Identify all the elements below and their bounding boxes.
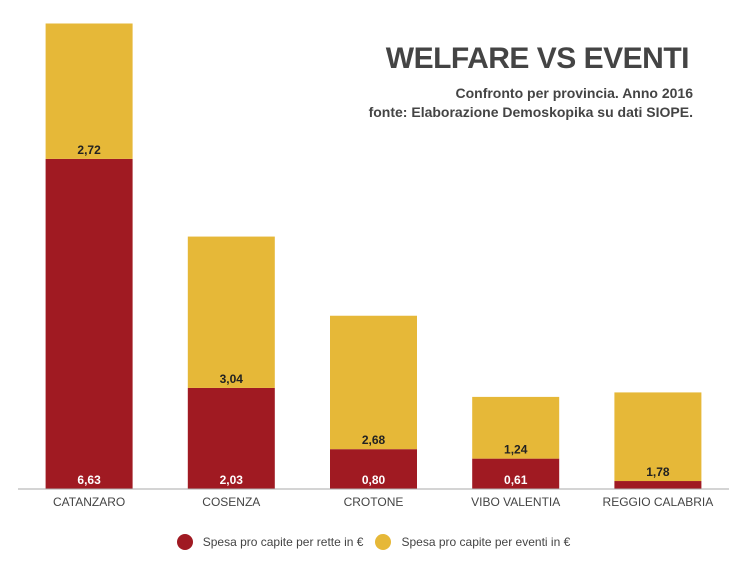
data-label: 2,03 — [220, 473, 244, 487]
data-label: 3,04 — [220, 372, 244, 386]
data-label: 0,61 — [504, 473, 528, 487]
bar-eventi — [330, 315, 417, 450]
data-label: 2,68 — [362, 433, 386, 447]
bar-eventi — [187, 236, 275, 388]
x-tick-label: REGGIO CALABRIA — [603, 495, 714, 509]
legend-label-rette: Spesa pro capite per rette in € — [202, 535, 364, 549]
bar-rette — [187, 387, 275, 489]
x-tick-label: VIBO VALENTIA — [471, 495, 560, 509]
x-tick-label: COSENZA — [202, 495, 260, 509]
legend: Spesa pro capite per rette in € Spesa pr… — [0, 534, 747, 550]
x-tick-label: CROTONE — [344, 495, 404, 509]
bar-rette — [330, 449, 417, 489]
data-label: 0,80 — [362, 473, 386, 487]
x-tick-label: CATANZARO — [53, 495, 125, 509]
bar-eventi — [614, 392, 702, 482]
subtitle-line-1: Confronto per provincia. Anno 2016 — [455, 85, 693, 101]
bar-rette — [614, 481, 702, 489]
data-label: 2,72 — [77, 143, 101, 157]
legend-swatch-rette — [176, 534, 193, 550]
data-label: 1,24 — [504, 443, 528, 457]
bar-rette — [472, 458, 560, 489]
subtitle-source: fonte: Elaborazione Demoskopika su dati … — [368, 104, 693, 120]
chart-subtitle: Confronto per provincia. Anno 2016 fonte… — [369, 84, 693, 122]
chart-title: WELFARE VS EVENTI — [385, 42, 690, 75]
legend-swatch-eventi — [375, 534, 392, 550]
bar-eventi — [45, 23, 133, 159]
bar-rette — [45, 158, 133, 489]
bar-eventi — [472, 396, 560, 459]
legend-item-eventi[interactable]: Spesa pro capite per eventi in € — [375, 534, 570, 550]
legend-item-rette[interactable]: Spesa pro capite per rette in € — [176, 534, 364, 550]
legend-label-eventi: Spesa pro capite per eventi in € — [401, 535, 571, 549]
data-label: 6,63 — [77, 473, 101, 487]
data-label: 1,78 — [646, 465, 670, 479]
